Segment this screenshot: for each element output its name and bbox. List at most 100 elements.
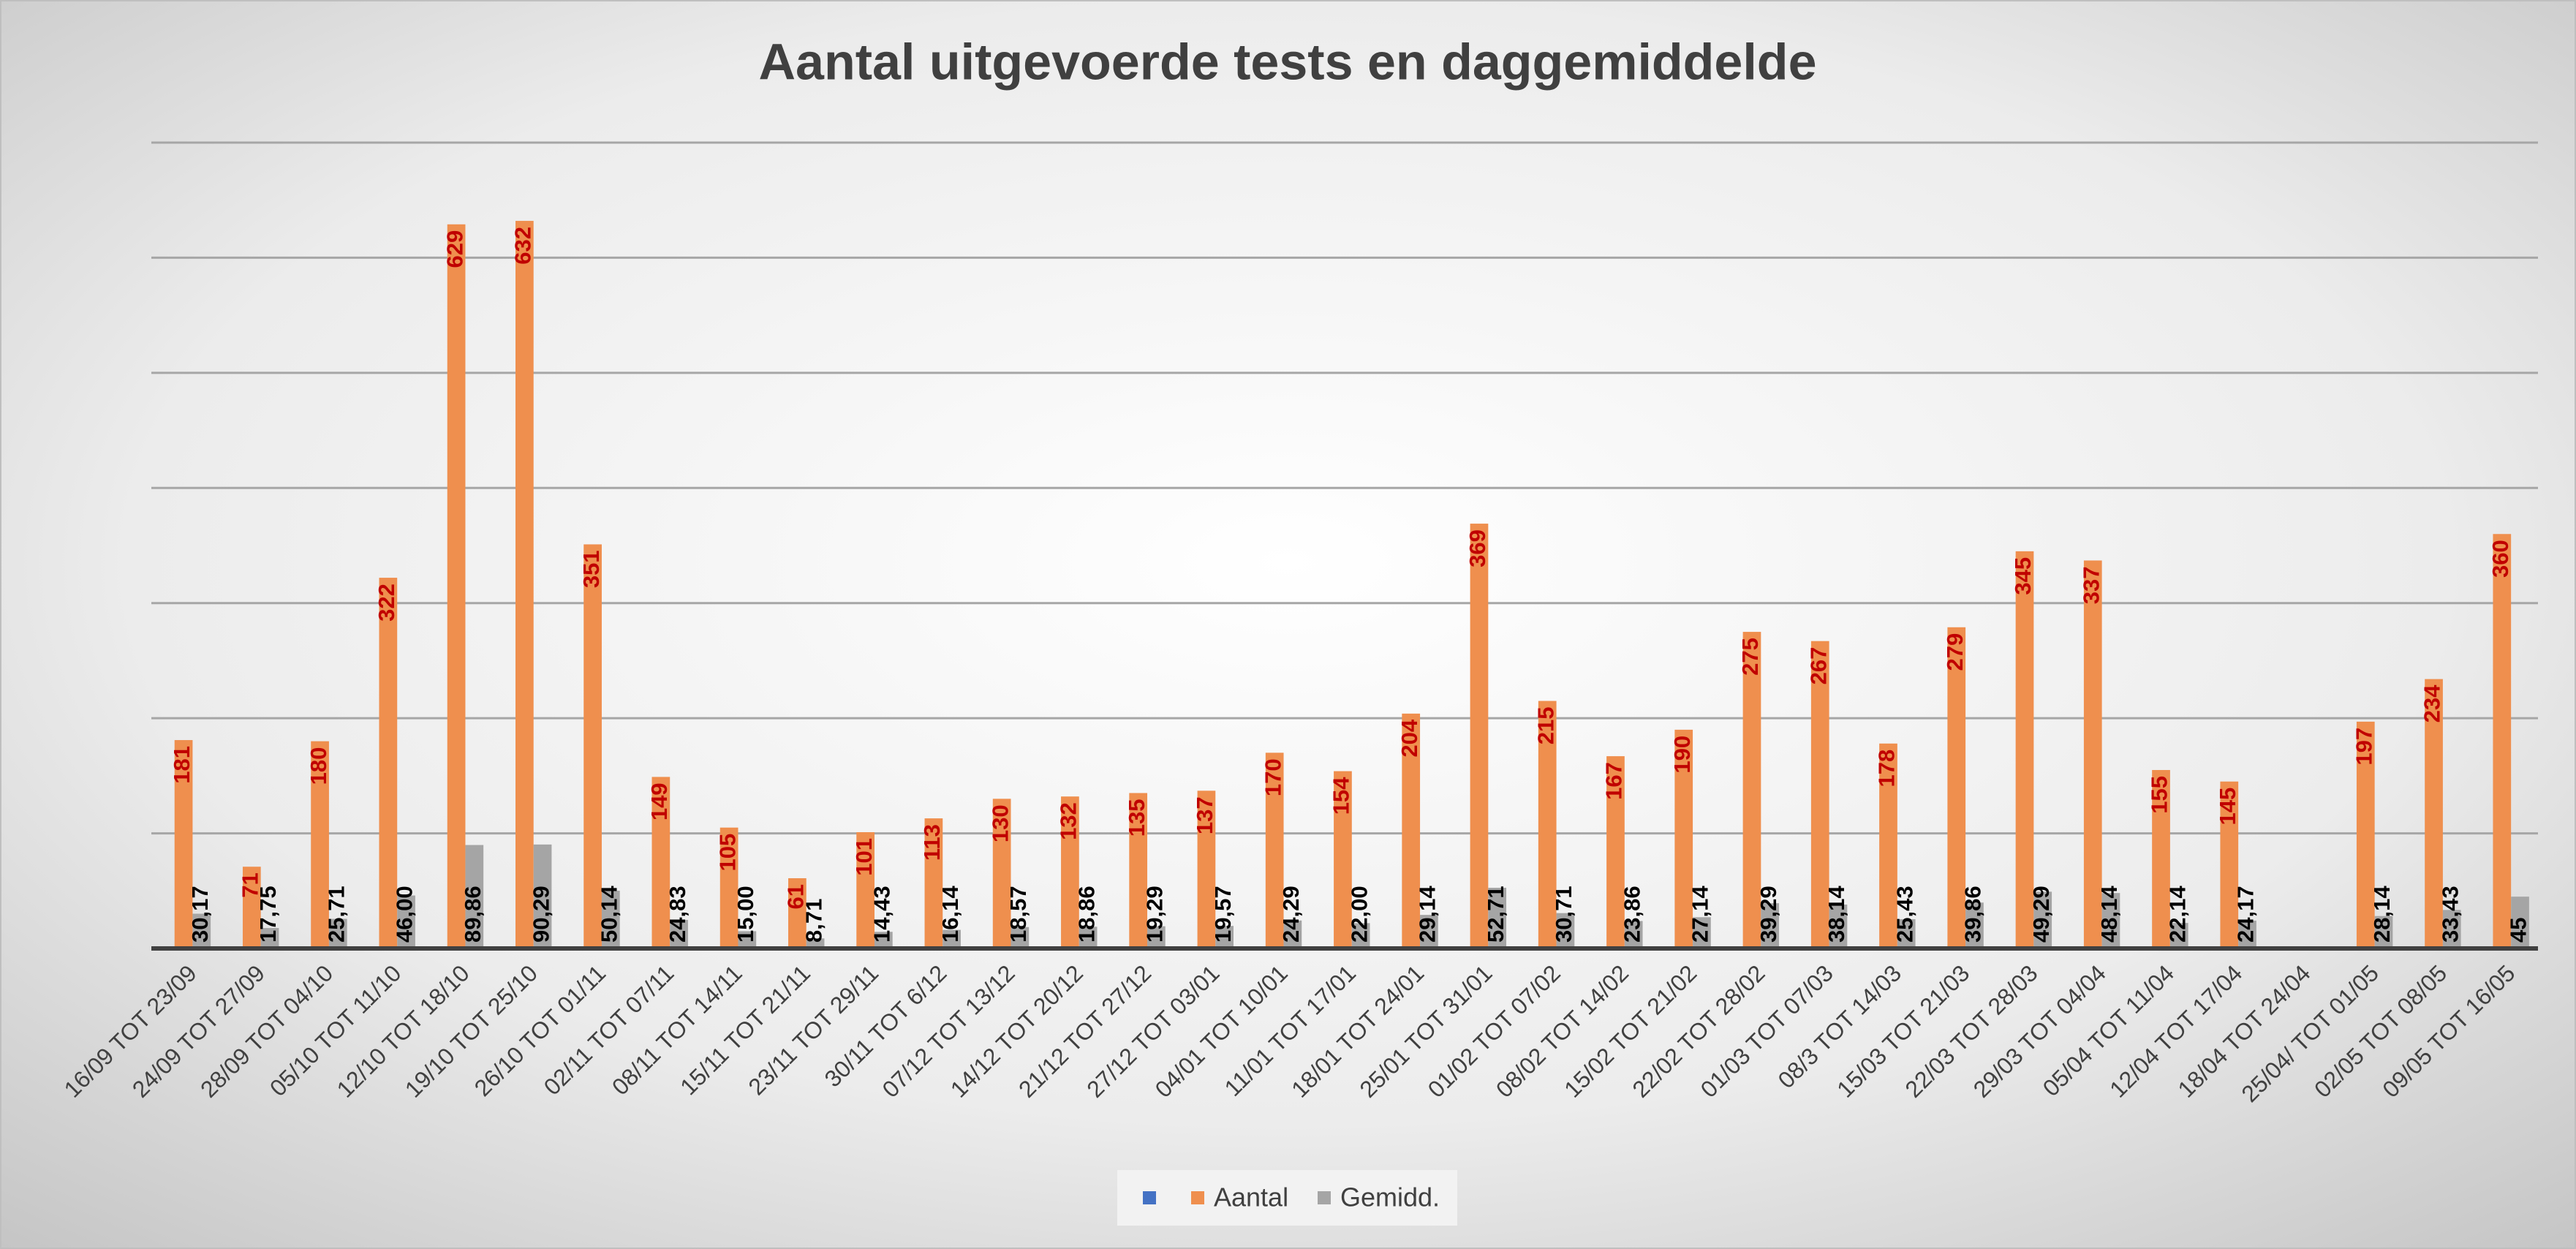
bar <box>1488 888 1507 948</box>
data-label: 24,17 <box>2233 886 2259 943</box>
data-label: 27,14 <box>1688 886 1713 943</box>
data-label: 155 <box>2147 776 2172 814</box>
bar <box>1879 743 1897 948</box>
data-label: 181 <box>169 746 194 784</box>
data-label: 180 <box>306 747 331 785</box>
bar <box>379 578 398 948</box>
data-label: 15,00 <box>733 886 758 943</box>
data-label: 204 <box>1397 719 1422 757</box>
bar <box>856 831 875 948</box>
legend-label: Aantal <box>1214 1182 1288 1212</box>
data-label: 16,14 <box>937 886 963 943</box>
data-label: 167 <box>1601 762 1627 800</box>
legend-box <box>1117 1170 1457 1226</box>
data-label: 71 <box>238 872 263 897</box>
bar <box>242 867 261 948</box>
data-label: 190 <box>1669 736 1695 774</box>
data-label: 351 <box>578 550 604 588</box>
data-label: 23,86 <box>1619 886 1644 943</box>
bar <box>465 845 484 948</box>
data-label: 29,14 <box>1415 886 1440 943</box>
data-label: 170 <box>1260 758 1285 796</box>
bar <box>2169 923 2188 948</box>
data-label: 322 <box>374 584 399 622</box>
bar <box>1761 903 1780 948</box>
data-label: 113 <box>919 824 945 861</box>
data-label: 130 <box>987 804 1013 842</box>
data-label: 25,43 <box>1892 886 1917 943</box>
bar <box>924 818 943 948</box>
legend-label: Gemidd. <box>1340 1182 1440 1212</box>
bar <box>601 891 620 948</box>
bar <box>515 221 534 949</box>
bar <box>1742 632 1761 948</box>
bar <box>2015 551 2034 948</box>
bar <box>1674 729 1693 948</box>
data-label: 154 <box>1329 777 1354 815</box>
bar <box>1829 904 1848 948</box>
data-label: 45 <box>2506 918 2531 943</box>
bar <box>1470 524 1489 948</box>
bar <box>651 777 671 948</box>
bar <box>943 929 961 948</box>
bar <box>788 878 807 948</box>
bar <box>1197 790 1216 948</box>
data-label: 14,43 <box>869 886 895 943</box>
data-label: 30,17 <box>187 886 213 943</box>
data-label: 39,29 <box>1756 886 1781 943</box>
bar <box>1265 752 1284 948</box>
data-label: 22,00 <box>1346 886 1372 943</box>
bar <box>1606 756 1625 948</box>
data-label: 267 <box>1805 647 1831 685</box>
bar <box>1402 713 1421 948</box>
bar <box>1947 627 1966 948</box>
bar <box>806 938 825 948</box>
data-label: 28,14 <box>2369 886 2395 943</box>
bar <box>1420 915 1438 948</box>
data-label: 50,14 <box>597 886 622 943</box>
data-label: 215 <box>1533 707 1558 745</box>
legend-swatch <box>1191 1191 1204 1204</box>
bar <box>311 741 329 948</box>
bar <box>1334 771 1352 948</box>
bar <box>2425 679 2443 948</box>
data-label: 632 <box>510 227 536 265</box>
bar <box>2511 897 2529 948</box>
bar <box>1693 917 1711 948</box>
data-label: 48,14 <box>2096 886 2122 943</box>
bar <box>583 544 602 948</box>
bar <box>2220 781 2239 948</box>
bar <box>533 844 552 948</box>
data-label: 105 <box>714 834 740 872</box>
data-label: 39,86 <box>1960 886 1986 943</box>
bar <box>1283 920 1302 948</box>
data-label: 345 <box>2010 557 2036 595</box>
data-label: 17,75 <box>255 886 281 943</box>
data-label: 178 <box>1874 750 1900 788</box>
bar <box>2442 910 2461 948</box>
data-label: 197 <box>2351 728 2376 766</box>
bar <box>328 918 347 948</box>
data-label: 8,71 <box>801 899 826 943</box>
data-label: 30,71 <box>1551 886 1576 943</box>
bar <box>2374 916 2393 948</box>
data-label: 24,29 <box>1278 886 1304 943</box>
data-label: 22,14 <box>2164 886 2190 943</box>
bar <box>2152 769 2170 948</box>
bar <box>1897 918 1916 948</box>
bar <box>719 827 739 948</box>
bar <box>1011 927 1030 948</box>
data-label: 33,43 <box>2437 886 2463 943</box>
bar <box>1215 926 1234 948</box>
bar <box>397 895 415 948</box>
data-label: 18,86 <box>1073 886 1099 943</box>
bar <box>2033 891 2052 948</box>
bar <box>1965 902 1984 948</box>
bar <box>1351 923 1370 948</box>
data-label: 234 <box>2420 684 2445 722</box>
data-label: 90,29 <box>528 886 554 943</box>
data-label: 135 <box>1124 799 1149 837</box>
data-label: 275 <box>1737 638 1763 676</box>
